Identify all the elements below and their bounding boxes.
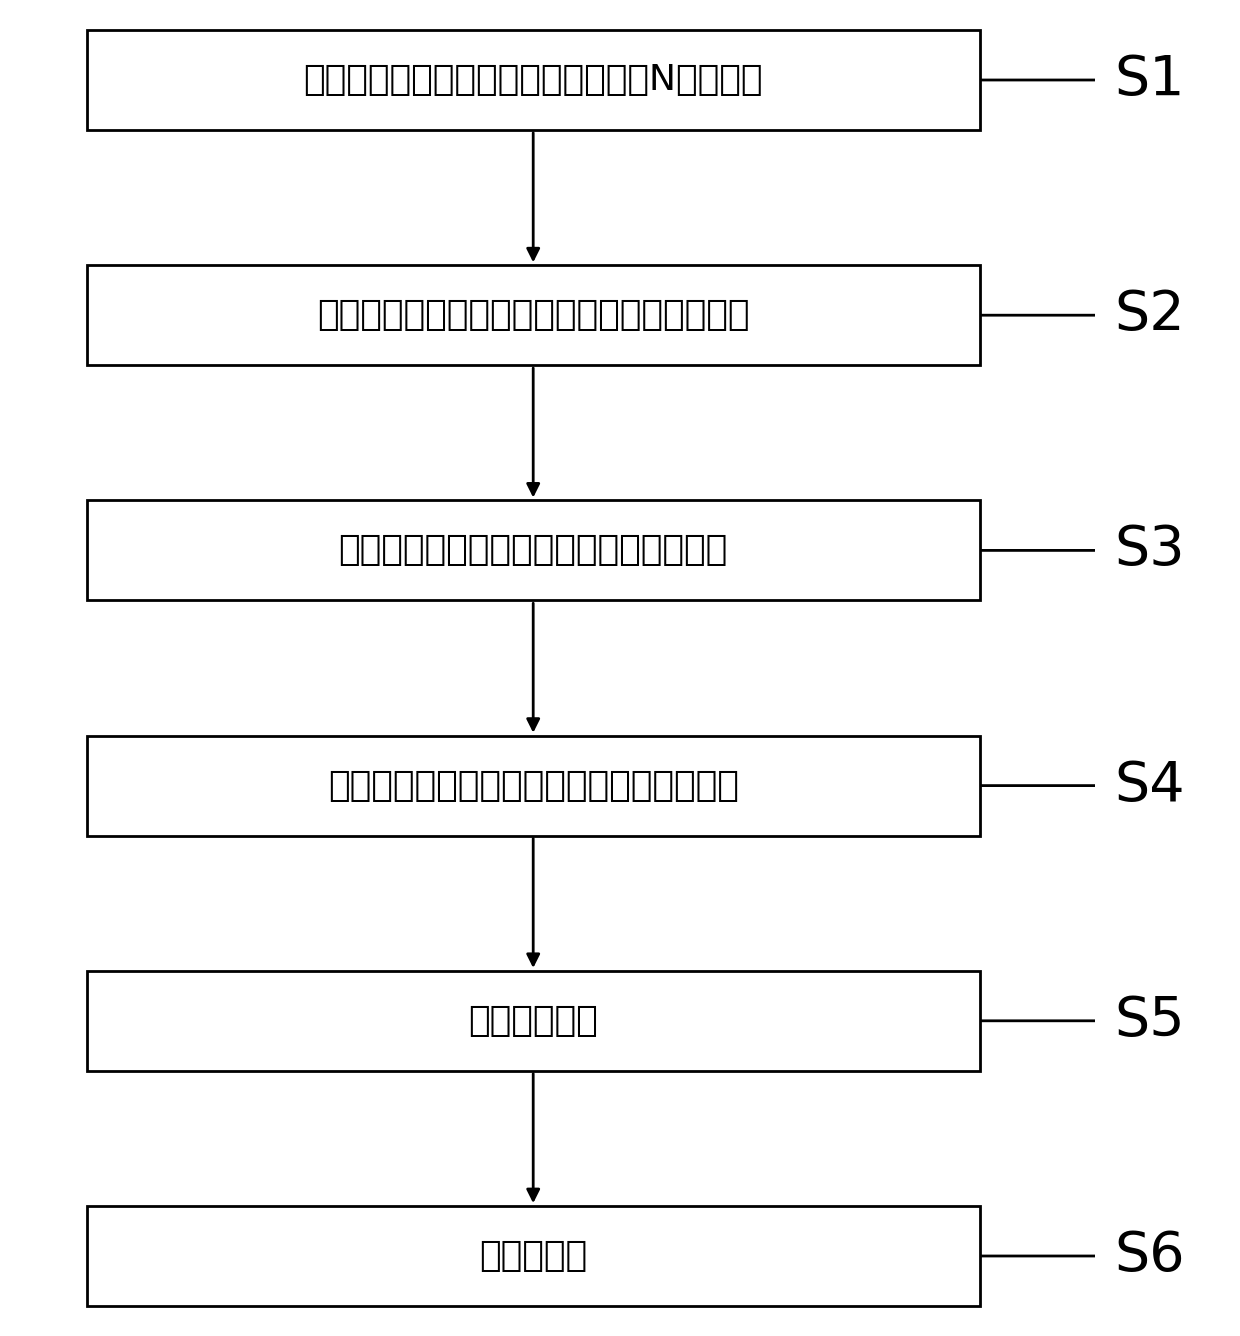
- Text: 将切割后的小片电池首尾次第重叠形成电池串: 将切割后的小片电池首尾次第重叠形成电池串: [317, 298, 749, 333]
- Bar: [87, 736, 980, 835]
- Bar: [87, 501, 980, 600]
- Text: S1: S1: [1115, 53, 1185, 107]
- Text: 将每片单晶硅双面叠片电池片切割为N小片电池: 将每片单晶硅双面叠片电池片切割为N小片电池: [304, 63, 763, 98]
- Text: S3: S3: [1115, 524, 1185, 577]
- Text: 连接接线盒: 连接接线盒: [479, 1238, 588, 1273]
- Text: S4: S4: [1115, 759, 1185, 812]
- Text: 将连接好的电池长串两端分别焊接第二焊带: 将连接好的电池长串两端分别焊接第二焊带: [327, 768, 739, 803]
- Bar: [87, 971, 980, 1070]
- Text: 组件封装工序: 组件封装工序: [469, 1003, 598, 1038]
- Bar: [87, 29, 980, 130]
- Text: S5: S5: [1115, 994, 1185, 1047]
- Bar: [87, 1206, 980, 1307]
- Bar: [87, 266, 980, 365]
- Text: S2: S2: [1115, 289, 1185, 342]
- Text: 将电池串通过第一焊带连接形成电池长串: 将电池串通过第一焊带连接形成电池长串: [339, 533, 728, 568]
- Text: S6: S6: [1115, 1229, 1185, 1283]
